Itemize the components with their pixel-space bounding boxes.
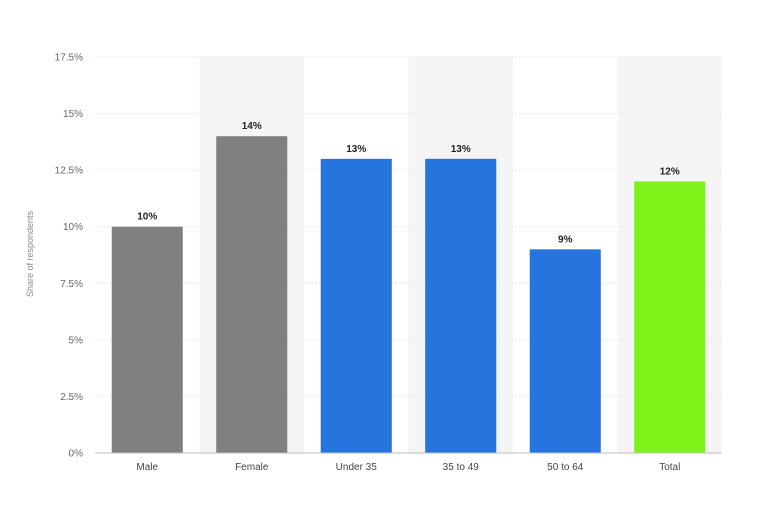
x-tick-label: Under 35	[336, 462, 378, 473]
data-label: 9%	[558, 234, 573, 245]
data-label: 14%	[242, 121, 262, 132]
y-tick-label: 10%	[63, 222, 83, 233]
y-tick-label: 12.5%	[55, 166, 83, 177]
bars	[111, 136, 706, 454]
x-tick-label: 35 to 49	[443, 462, 480, 473]
bar	[111, 226, 183, 453]
y-tick-label: 7.5%	[60, 279, 83, 290]
gridlines	[95, 56, 722, 397]
y-tick-label: 2.5%	[60, 392, 83, 403]
y-tick-label: 5%	[69, 335, 84, 346]
data-label: 12%	[660, 166, 680, 177]
bar	[425, 158, 497, 454]
y-axis-title: Share of respondents	[25, 210, 35, 297]
bar	[634, 181, 706, 453]
data-labels: 10% 14% 13% 13% 9% 12%	[137, 121, 680, 245]
data-label: 13%	[346, 144, 366, 155]
y-tick-label: 0%	[69, 449, 84, 460]
bar	[320, 158, 392, 454]
y-tick-label: 15%	[63, 109, 83, 120]
data-label: 10%	[137, 212, 157, 223]
bar	[529, 249, 601, 453]
category-labels: Male Female Under 35 35 to 49 50 to 64 Total	[136, 462, 680, 473]
x-tick-label: Male	[136, 462, 158, 473]
bar	[216, 136, 288, 453]
y-axis-ticks: 0% 2.5% 5% 7.5% 10% 12.5% 15% 17.5%	[55, 53, 83, 460]
x-tick-label: 50 to 64	[547, 462, 584, 473]
x-tick-label: Total	[659, 462, 680, 473]
data-label: 13%	[451, 144, 471, 155]
y-tick-label: 17.5%	[55, 53, 83, 64]
x-tick-label: Female	[235, 462, 269, 473]
